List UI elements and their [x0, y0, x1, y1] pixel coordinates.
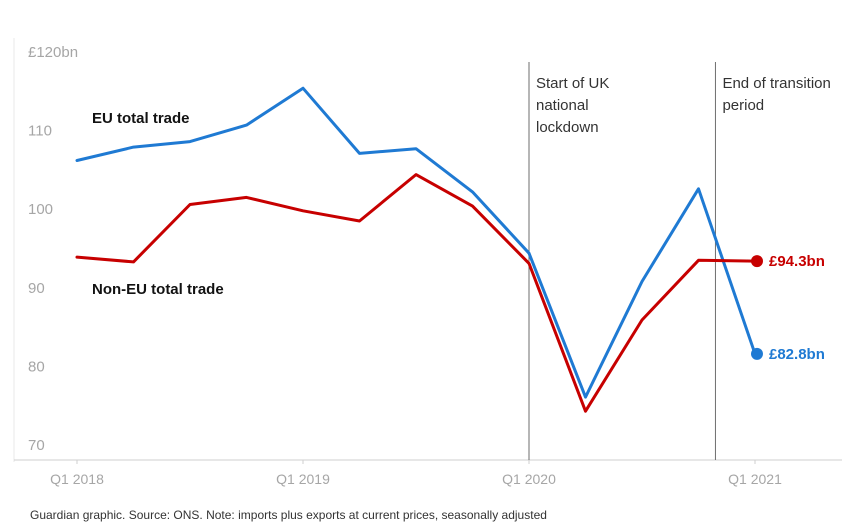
annotation-text: national: [536, 97, 589, 114]
y-tick-label: 100: [28, 201, 53, 218]
annotation-text: lockdown: [536, 119, 599, 136]
x-tick-label: Q1 2021: [728, 471, 782, 487]
trade-line-chart: £120bn 110 100 90 80 70 Q1 2018 Q1 2019 Q1 2020 Q…: [13, 38, 842, 487]
series-end-label: £94.3bn: [769, 253, 825, 270]
y-tick-label: £120bn: [28, 44, 78, 61]
annotation-text: Start of UK: [536, 75, 609, 92]
y-tick-label: 90: [28, 280, 45, 297]
series-name-label: EU total trade: [92, 110, 190, 127]
labels-layer: £82.8bn EU total trade £94.3bn Non-EU total…: [92, 110, 825, 363]
y-tick-label: 70: [28, 437, 45, 454]
series-layer: [75, 86, 763, 413]
annotation-text: End of transition: [722, 75, 830, 92]
axes-layer: £120bn 110 100 90 80 70 Q1 2018 Q1 2019 Q1 2020 Q…: [13, 38, 842, 487]
series-end-label: £82.8bn: [769, 346, 825, 363]
series-end-dot: [751, 255, 763, 268]
x-tick-label: Q1 2020: [502, 471, 556, 487]
y-tick-label: 80: [28, 358, 45, 375]
x-tick-label: Q1 2018: [50, 471, 104, 487]
x-tick-label: Q1 2019: [276, 471, 330, 487]
series-end-dot: [751, 347, 763, 360]
series-line: [75, 86, 757, 399]
series-line: [75, 173, 757, 413]
annotation-text: period: [722, 97, 764, 114]
source-note: Guardian graphic. Source: ONS. Note: imp…: [30, 508, 547, 522]
y-tick-label: 110: [28, 123, 52, 140]
series-name-label: Non-EU total trade: [92, 281, 224, 298]
